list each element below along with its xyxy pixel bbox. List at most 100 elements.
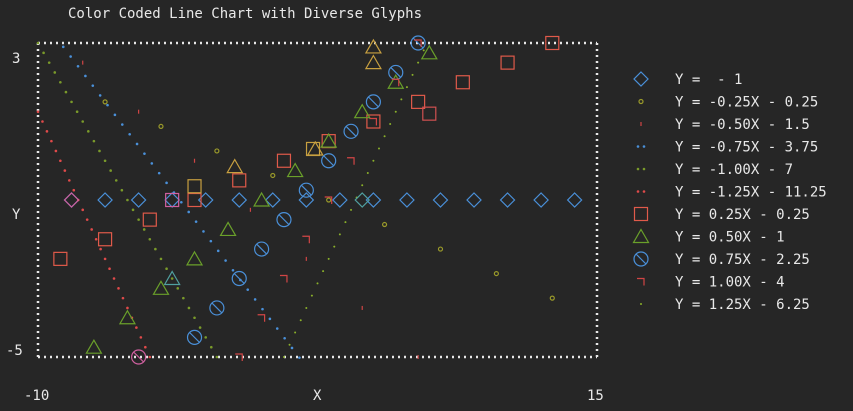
series-8 xyxy=(186,35,426,345)
legend-entry-6: Y = 0.25X - 0.25 xyxy=(633,206,810,223)
x-tick-label-right: 15 xyxy=(587,388,604,404)
x-axis-label: X xyxy=(313,388,322,404)
series-7 xyxy=(85,44,438,354)
series-5-point-12 xyxy=(90,228,93,231)
overlay-mark-6 xyxy=(63,192,80,208)
legend-entry-3: Y = -0.75X - 3.75 xyxy=(636,140,818,156)
series-3-point-17 xyxy=(187,210,191,214)
series-1-point-4 xyxy=(326,197,332,203)
series-4-point-21 xyxy=(154,247,157,251)
series-0-point-0 xyxy=(63,192,80,208)
series-3-point-9 xyxy=(128,132,131,136)
legend-glyph-1 xyxy=(638,98,644,105)
series-9-point-4 xyxy=(324,196,333,204)
series-10-point-2 xyxy=(294,331,297,334)
series-10-point-1 xyxy=(288,343,291,346)
legend-glyph-3-a xyxy=(636,145,640,148)
series-9 xyxy=(235,39,422,361)
series-4-point-27 xyxy=(187,306,191,310)
series-7-point-7 xyxy=(320,132,338,148)
series-10-point-21 xyxy=(400,98,403,101)
series-10-point-5 xyxy=(310,294,313,297)
legend-entry-10: Y = 1.25X - 6.25 xyxy=(640,297,810,313)
series-1 xyxy=(102,99,555,301)
series-8-point-6-ring xyxy=(321,153,337,169)
legend-glyph-8-ring xyxy=(633,251,649,267)
series-0-point-1 xyxy=(97,192,113,208)
series-6-point-3 xyxy=(187,192,202,208)
series-3-point-6 xyxy=(106,103,109,107)
series-8-point-9 xyxy=(388,64,404,81)
series-9-point-7 xyxy=(391,78,400,87)
series-0-point-5 xyxy=(231,192,248,208)
overlay-mark-2 xyxy=(226,158,244,174)
series-0-point-7 xyxy=(298,192,315,208)
plot-frame xyxy=(36,41,599,359)
series-5-point-16 xyxy=(108,267,111,270)
series-4-point-3 xyxy=(53,71,57,74)
overlay-mark-4 xyxy=(364,38,382,54)
series-8-point-1-slash xyxy=(211,302,223,314)
series-4-point-10 xyxy=(92,139,96,143)
series-8-point-3-ring xyxy=(254,241,270,257)
series-5-point-8 xyxy=(72,188,76,192)
series-1-point-1 xyxy=(158,123,164,130)
series-6-point-10 xyxy=(500,55,515,70)
series-7-point-1 xyxy=(118,309,136,325)
legend-glyph-7 xyxy=(632,228,650,244)
series-4-point-12 xyxy=(103,159,107,163)
overlay-mark-3 xyxy=(306,140,324,156)
series-1-point-0 xyxy=(102,99,108,105)
series-3-point-4 xyxy=(91,84,95,87)
series-1-point-5 xyxy=(381,221,388,228)
series-10-point-15 xyxy=(366,172,369,175)
series-7-point-10 xyxy=(420,44,438,60)
plot-marks xyxy=(36,35,583,365)
series-5-point-11 xyxy=(85,218,89,221)
series-6-point-11 xyxy=(545,35,560,51)
series-5-point-19 xyxy=(121,296,125,300)
legend-label-2: Y = -0.50X - 1.5 xyxy=(675,117,810,133)
series-0-point-9 xyxy=(365,192,382,208)
series-5-point-14 xyxy=(99,247,102,251)
series-0-point-2 xyxy=(130,192,147,208)
series-10-point-8 xyxy=(327,257,330,260)
legend-entry-5: Y = -1.25X - 11.25 xyxy=(636,185,827,201)
overlay-mark-0 xyxy=(187,179,202,194)
series-9-point-2 xyxy=(279,274,288,283)
series-3-point-29 xyxy=(275,327,279,330)
legend-glyph-5-a xyxy=(636,190,640,193)
series-4 xyxy=(36,41,219,359)
series-8-point-7-slash xyxy=(345,125,357,137)
series-1-point-7 xyxy=(493,270,499,277)
series-3-point-8 xyxy=(120,123,124,126)
series-10-point-14 xyxy=(361,184,364,187)
series-0-point-10 xyxy=(399,192,415,208)
series-8-point-0-ring xyxy=(186,329,203,345)
legend-entry-4: Y = -1.00X - 7 xyxy=(636,162,793,178)
series-5-point-3 xyxy=(50,139,53,143)
series-3-point-10 xyxy=(135,142,139,146)
series-10-point-3 xyxy=(299,319,302,322)
legend-label-0: Y = - 1 xyxy=(675,72,742,88)
y-tick-label-top: 3 xyxy=(12,51,20,67)
series-4-point-4 xyxy=(59,80,62,84)
series-10-point-23 xyxy=(411,73,414,76)
legend-label-10: Y = 1.25X - 6.25 xyxy=(675,297,810,313)
series-4-point-0 xyxy=(36,41,40,45)
series-5-point-22 xyxy=(135,326,138,329)
series-8-point-3 xyxy=(254,241,270,257)
series-3-point-18 xyxy=(194,220,198,223)
series-4-point-19 xyxy=(142,228,146,231)
series-3-point-3 xyxy=(84,74,87,78)
series-8-point-7 xyxy=(343,123,359,139)
series-8-point-0 xyxy=(186,329,203,345)
legend-label-8: Y = 0.75X - 2.25 xyxy=(675,252,810,268)
series-10-point-9 xyxy=(333,245,336,248)
series-4-point-13 xyxy=(109,169,112,172)
series-4-point-18 xyxy=(137,218,140,221)
series-5-point-2 xyxy=(45,130,49,133)
overlay-mark-9 xyxy=(354,192,371,208)
series-5 xyxy=(36,110,152,359)
